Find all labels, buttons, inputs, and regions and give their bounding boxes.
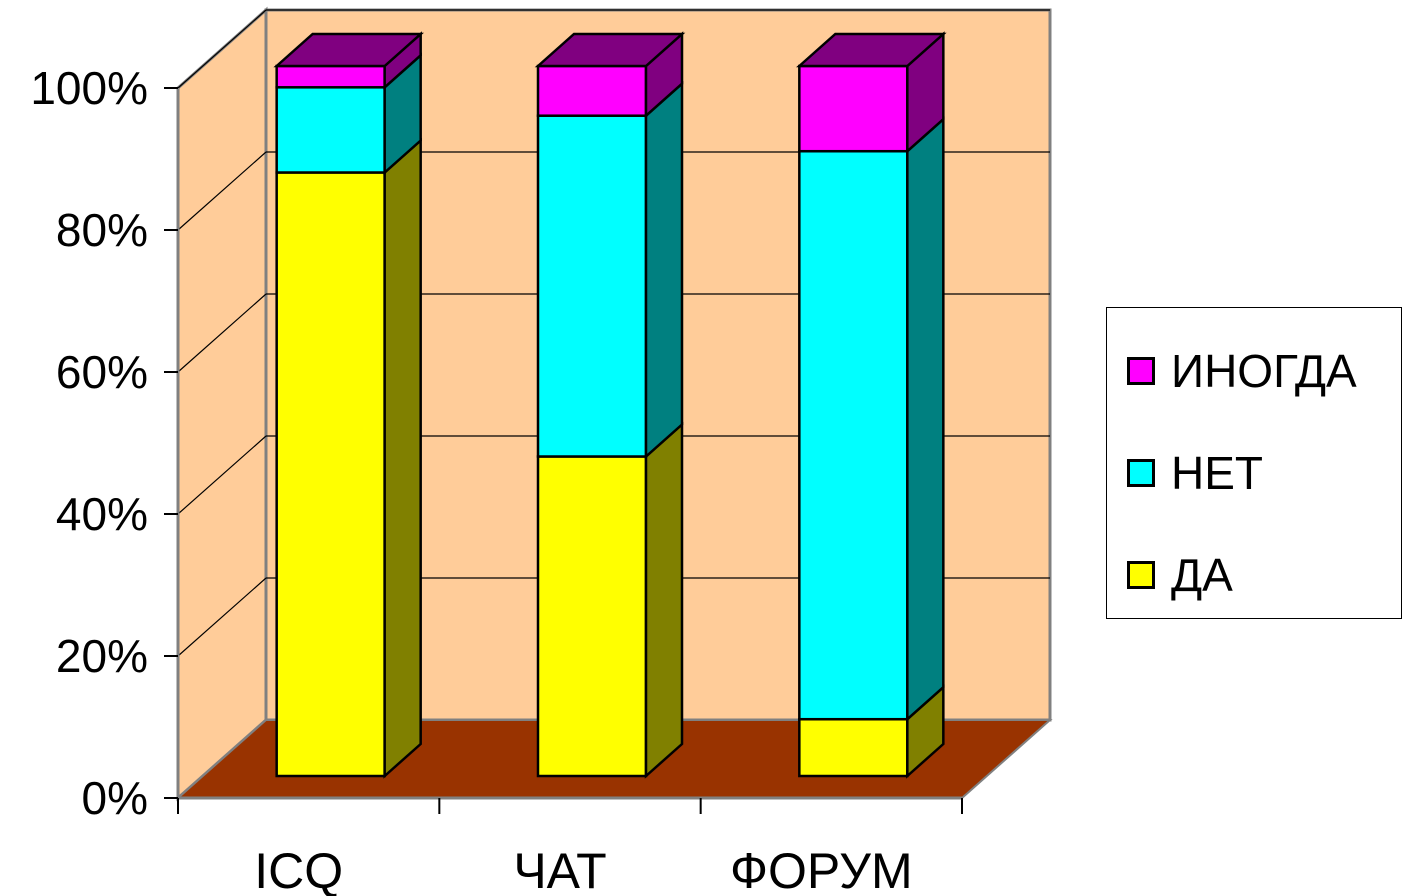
y-tick-label: 80% bbox=[56, 204, 148, 256]
bar-front bbox=[798, 149, 909, 721]
legend-swatch-net bbox=[1127, 459, 1155, 487]
x-axis-ticks: ICQ ЧАТ ФОРУМ bbox=[177, 798, 963, 896]
legend-label-inogda: ИНОГДА bbox=[1171, 345, 1357, 397]
y-tick-label: 20% bbox=[56, 630, 148, 682]
legend-swatch-inogda bbox=[1127, 357, 1155, 385]
x-tick-label: ЧАТ bbox=[513, 843, 606, 896]
bar-segment-1-1 bbox=[536, 80, 684, 460]
legend-item-net: НЕТ bbox=[1127, 443, 1263, 503]
bar-front bbox=[275, 86, 386, 174]
y-tick-label: 60% bbox=[56, 346, 148, 398]
bar-front bbox=[536, 114, 648, 458]
y-tick-label: 0% bbox=[82, 772, 148, 824]
bar-front bbox=[275, 171, 386, 778]
x-tick-label: ICQ bbox=[254, 843, 343, 896]
bar-top bbox=[273, 32, 424, 68]
y-tick-label: 40% bbox=[56, 488, 148, 540]
x-tick-label: ФОРУМ bbox=[730, 843, 913, 896]
legend-swatch-da bbox=[1127, 561, 1155, 589]
gridline-side bbox=[177, 293, 267, 373]
legend: ИНОГДА НЕТ ДА bbox=[1106, 307, 1402, 619]
legend-item-inogda: ИНОГДА bbox=[1127, 341, 1357, 401]
gridline-side bbox=[177, 435, 267, 515]
legend-item-da: ДА bbox=[1127, 545, 1233, 605]
bars bbox=[273, 31, 947, 779]
bar-front bbox=[798, 64, 909, 153]
legend-label-da: ДА bbox=[1171, 549, 1233, 601]
bar-side bbox=[906, 116, 945, 722]
bar-top bbox=[534, 32, 686, 68]
bar-segment-0-0 bbox=[275, 137, 422, 779]
bar-segment-1-0 bbox=[536, 421, 684, 779]
bar-front bbox=[275, 64, 386, 89]
y-tick-label: 100% bbox=[30, 62, 148, 114]
y-axis-ticks: 0% 20% 40% 60% 80% 100% bbox=[30, 62, 178, 824]
side-wall bbox=[176, 6, 268, 802]
bar-side bbox=[644, 421, 684, 779]
bar-segment-2-2 bbox=[796, 31, 947, 154]
bar-side bbox=[644, 80, 684, 460]
bar-side bbox=[383, 137, 422, 779]
bar-front bbox=[798, 717, 909, 778]
gridline-side bbox=[177, 577, 267, 657]
bar-top bbox=[796, 32, 947, 68]
bar-front bbox=[536, 455, 648, 778]
gridline-side bbox=[177, 9, 267, 89]
bar-segment-2-1 bbox=[798, 116, 945, 722]
axes bbox=[176, 88, 962, 800]
bar-front bbox=[536, 64, 648, 117]
bar-segment-1-2 bbox=[534, 31, 686, 119]
gridline-side bbox=[177, 151, 267, 231]
bar-segment-0-2 bbox=[273, 31, 424, 91]
legend-label-net: НЕТ bbox=[1171, 447, 1263, 499]
